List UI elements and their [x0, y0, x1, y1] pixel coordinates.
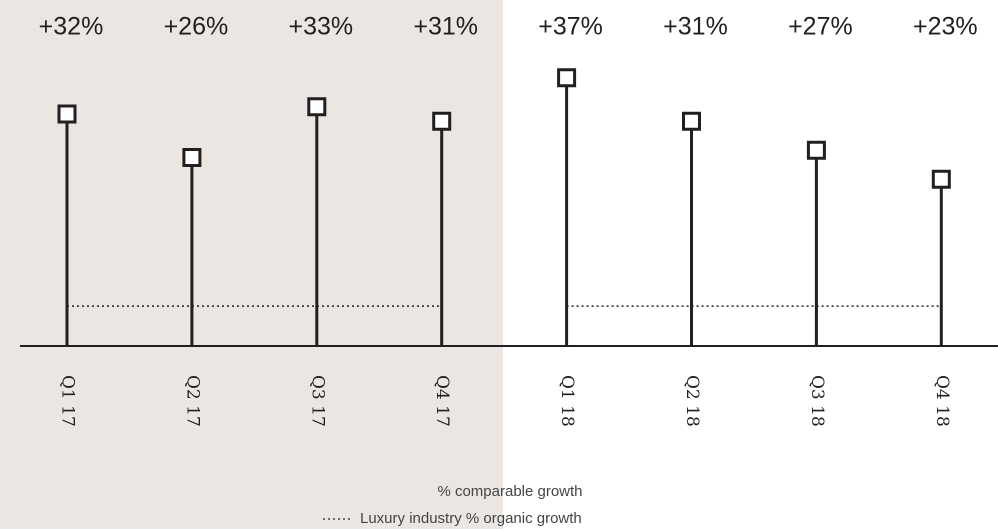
x-tick-label: Q3 18	[807, 375, 827, 427]
legend-label: % comparable growth	[437, 483, 582, 500]
x-tick-label: Q4 18	[932, 375, 952, 427]
x-tick-label: Q2 17	[182, 375, 202, 427]
value-label: +23%	[913, 13, 978, 41]
marker	[806, 140, 826, 160]
marker	[307, 97, 327, 117]
x-tick-label: Q3 17	[307, 375, 327, 427]
value-label: +32%	[39, 13, 104, 41]
marker	[182, 148, 202, 167]
marker	[557, 68, 577, 88]
year-highlight	[0, 0, 503, 529]
value-label: +31%	[663, 13, 728, 41]
x-tick-label: Q1 17	[58, 375, 78, 427]
x-tick-label: Q2 18	[682, 375, 702, 427]
value-label: +33%	[288, 13, 353, 41]
x-tick-label: Q1 18	[557, 375, 577, 427]
marker	[57, 104, 77, 124]
x-tick-label: Q4 17	[432, 375, 452, 427]
value-label: +27%	[788, 13, 853, 41]
value-label: +31%	[413, 13, 478, 41]
marker	[682, 111, 701, 131]
legend-label: Luxury industry % organic growth	[360, 510, 582, 527]
marker	[432, 111, 452, 131]
marker	[931, 169, 951, 189]
value-label: +37%	[538, 13, 603, 41]
value-label: +26%	[164, 13, 229, 41]
